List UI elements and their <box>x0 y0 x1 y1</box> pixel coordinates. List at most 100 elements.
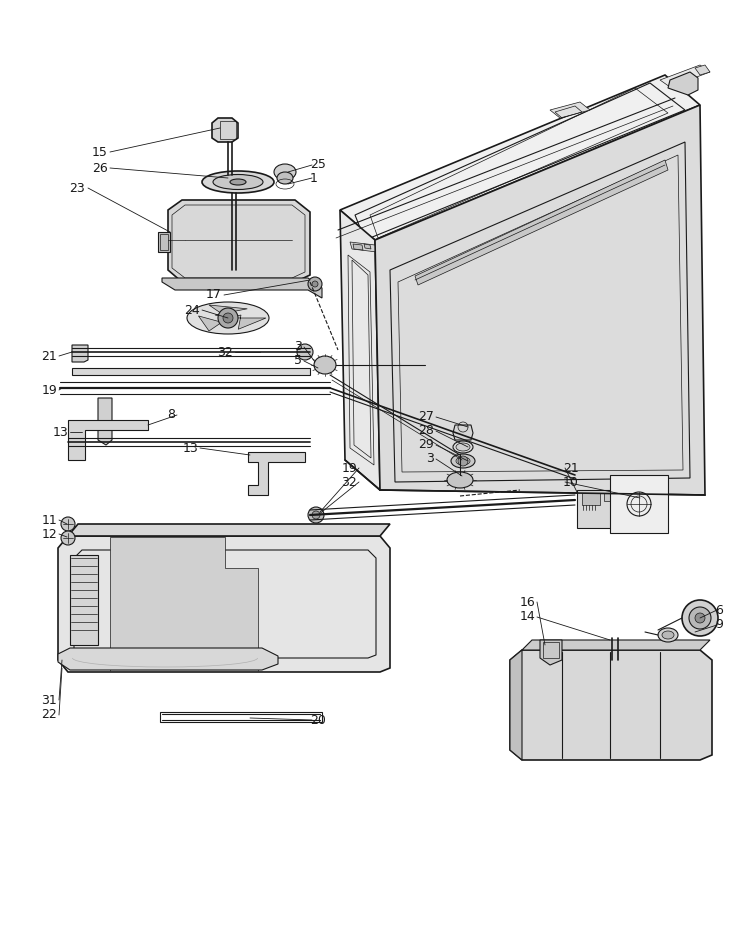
Circle shape <box>312 281 318 287</box>
Circle shape <box>312 511 320 519</box>
Text: 28: 28 <box>418 425 434 438</box>
Polygon shape <box>668 72 698 95</box>
Bar <box>160 712 322 722</box>
Text: 6: 6 <box>715 604 723 617</box>
Text: 32: 32 <box>342 475 357 488</box>
Ellipse shape <box>314 356 336 374</box>
Polygon shape <box>375 105 705 495</box>
Bar <box>582 493 600 505</box>
Text: 13: 13 <box>183 442 198 454</box>
Polygon shape <box>168 200 310 282</box>
Text: 17: 17 <box>206 288 222 302</box>
Circle shape <box>695 613 705 623</box>
Ellipse shape <box>451 454 475 468</box>
Polygon shape <box>364 244 371 249</box>
Bar <box>610 475 668 533</box>
Text: 13: 13 <box>52 426 68 439</box>
Circle shape <box>61 517 75 531</box>
Polygon shape <box>353 244 363 250</box>
Text: 5: 5 <box>294 354 302 367</box>
Polygon shape <box>58 536 390 672</box>
Polygon shape <box>72 345 88 362</box>
Ellipse shape <box>456 443 470 451</box>
Polygon shape <box>550 102 590 118</box>
Circle shape <box>297 344 313 360</box>
Text: 1: 1 <box>310 171 318 185</box>
Polygon shape <box>248 452 305 495</box>
Polygon shape <box>350 242 377 252</box>
Text: 29: 29 <box>418 439 434 451</box>
Polygon shape <box>510 650 712 760</box>
Ellipse shape <box>187 302 269 334</box>
Text: 15: 15 <box>92 146 108 158</box>
Text: 11: 11 <box>41 513 57 526</box>
Text: 23: 23 <box>69 182 85 194</box>
Polygon shape <box>453 425 473 440</box>
Text: 3: 3 <box>426 452 434 466</box>
Circle shape <box>458 456 468 466</box>
Text: 8: 8 <box>167 408 175 422</box>
Bar <box>604 493 618 501</box>
Ellipse shape <box>447 472 473 488</box>
Bar <box>220 121 236 139</box>
Polygon shape <box>209 305 247 318</box>
Circle shape <box>61 531 75 545</box>
Text: 21: 21 <box>41 349 57 363</box>
Text: 12: 12 <box>41 527 57 541</box>
Polygon shape <box>540 640 562 665</box>
Circle shape <box>689 607 711 629</box>
Polygon shape <box>660 65 710 87</box>
Text: 26: 26 <box>92 162 108 174</box>
Ellipse shape <box>274 164 296 180</box>
Polygon shape <box>58 648 278 670</box>
Text: 19: 19 <box>342 462 357 474</box>
Ellipse shape <box>230 179 246 185</box>
Circle shape <box>223 313 233 323</box>
Polygon shape <box>695 65 710 75</box>
Bar <box>70 555 98 645</box>
Bar <box>543 642 559 658</box>
Text: 3: 3 <box>294 341 302 353</box>
Polygon shape <box>415 160 668 285</box>
Polygon shape <box>68 524 390 536</box>
Bar <box>622 493 636 501</box>
Text: 19: 19 <box>41 384 57 396</box>
Text: 9: 9 <box>715 619 723 631</box>
Bar <box>160 234 168 250</box>
Text: 16: 16 <box>520 596 535 608</box>
Polygon shape <box>340 210 380 490</box>
Text: 14: 14 <box>520 610 535 624</box>
Ellipse shape <box>662 631 674 639</box>
Circle shape <box>218 308 238 328</box>
Circle shape <box>308 277 322 291</box>
Text: 25: 25 <box>310 158 326 171</box>
Text: 31: 31 <box>41 693 57 706</box>
Polygon shape <box>199 316 228 331</box>
Polygon shape <box>355 83 685 240</box>
Ellipse shape <box>213 174 263 189</box>
Polygon shape <box>510 650 522 760</box>
Text: 32: 32 <box>217 346 233 359</box>
Text: 22: 22 <box>41 708 57 722</box>
Polygon shape <box>212 118 238 142</box>
Polygon shape <box>72 368 310 375</box>
Polygon shape <box>228 315 266 329</box>
Polygon shape <box>158 232 170 252</box>
Text: 24: 24 <box>184 304 200 316</box>
Polygon shape <box>98 398 112 445</box>
Polygon shape <box>110 537 258 671</box>
Text: 10: 10 <box>563 475 579 488</box>
Text: 21: 21 <box>563 462 578 474</box>
Ellipse shape <box>658 628 678 642</box>
Polygon shape <box>68 420 148 460</box>
Text: 27: 27 <box>418 410 434 424</box>
Polygon shape <box>162 278 322 298</box>
Polygon shape <box>340 75 700 240</box>
Ellipse shape <box>277 172 293 184</box>
Ellipse shape <box>202 171 274 193</box>
Polygon shape <box>522 640 710 650</box>
Circle shape <box>682 600 718 636</box>
Circle shape <box>308 507 324 523</box>
Bar <box>577 490 645 528</box>
Text: 20: 20 <box>310 713 326 726</box>
